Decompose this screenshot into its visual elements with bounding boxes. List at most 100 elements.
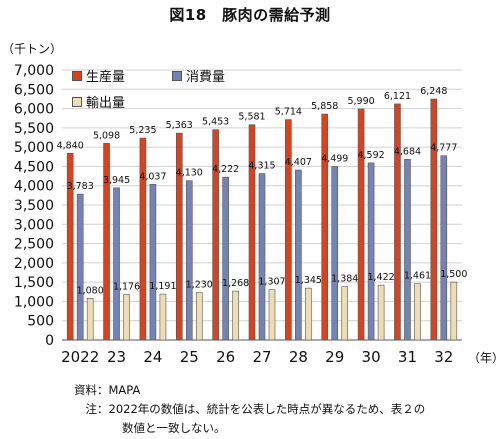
y-tick-label: 3,500 <box>14 198 54 214</box>
legend-production: 生産量 <box>72 66 125 85</box>
legend-label-production: 生産量 <box>86 70 126 85</box>
legend-swatch-consumption <box>172 70 182 81</box>
legend-label-consumption: 消費量 <box>186 70 226 85</box>
bar-export <box>341 286 349 341</box>
data-label-consumption: 4,222 <box>212 164 239 175</box>
data-label-production: 5,098 <box>93 130 120 141</box>
data-label-consumption: 4,777 <box>430 143 457 154</box>
bar-export <box>159 293 167 341</box>
bar-production <box>66 153 74 341</box>
y-axis-unit: （千トン） <box>2 42 63 56</box>
data-label-production: 6,121 <box>384 91 411 102</box>
note-source: 資料： MAPA <box>74 381 425 400</box>
legend-swatch-production <box>72 70 82 81</box>
y-tick-label: 2,000 <box>14 256 54 272</box>
data-label-export: 1,345 <box>295 275 322 286</box>
bar-consumption <box>440 155 448 341</box>
y-tick-label: 1,500 <box>14 275 54 291</box>
bar-production <box>212 129 219 341</box>
data-label-production: 6,248 <box>420 86 447 97</box>
bar-production <box>321 113 329 341</box>
note-remark-continued: 数値と一致しない。 <box>74 419 425 438</box>
bar-consumption <box>113 187 120 341</box>
data-label-consumption: 4,592 <box>357 150 384 161</box>
y-tick-label: 5,500 <box>14 121 54 137</box>
x-tick-label: 25 <box>180 348 199 366</box>
bar-consumption <box>404 159 411 341</box>
bar-consumption <box>367 162 375 341</box>
chart-notes: 資料： MAPA 注： 2022年の数値は、統計を公表した時点が異なるため、表２… <box>74 381 425 438</box>
x-tick-label: 27 <box>252 348 271 366</box>
data-label-production: 5,858 <box>311 101 338 112</box>
x-tick-label: 32 <box>434 348 453 366</box>
note-remark: 注： 2022年の数値は、統計を公表した時点が異なるため、表２の <box>74 400 425 419</box>
note-source-label: 資料： <box>74 383 109 397</box>
bar-production <box>248 124 256 341</box>
data-label-export: 1,191 <box>149 281 176 292</box>
data-label-production: 4,840 <box>57 140 84 151</box>
data-label-consumption: 4,499 <box>321 153 348 164</box>
x-tick-label: 24 <box>143 348 162 366</box>
bar-production <box>285 119 292 341</box>
bar-export <box>305 287 312 341</box>
y-tick-label: 4,500 <box>14 159 54 175</box>
data-label-export: 1,461 <box>404 271 431 282</box>
legend-swatch-export <box>72 96 82 107</box>
y-tick-label: 5,000 <box>14 140 54 156</box>
bar-export <box>195 292 203 341</box>
bar-consumption <box>222 176 229 341</box>
bar-consumption <box>331 166 339 341</box>
data-label-export: 1,307 <box>258 277 285 288</box>
x-tick-label: 28 <box>289 348 308 366</box>
bar-export <box>232 290 239 341</box>
x-tick-label: 23 <box>107 348 126 366</box>
data-label-production: 5,363 <box>166 120 193 131</box>
y-tick-label: 7,000 <box>14 63 54 79</box>
y-tick-label: 6,500 <box>14 82 54 98</box>
data-label-export: 1,230 <box>186 280 213 291</box>
note-source-text: MAPA <box>108 383 141 397</box>
x-tick-label: 29 <box>325 348 344 366</box>
bar-consumption <box>76 193 84 341</box>
y-tick-label: 0 <box>45 333 54 349</box>
bar-production <box>394 103 401 341</box>
bar-consumption <box>149 183 157 341</box>
x-tick-label: 2022 <box>61 348 99 366</box>
bar-consumption <box>185 180 193 341</box>
data-label-consumption: 4,407 <box>285 157 312 168</box>
legend-export: 輸出量 <box>72 92 125 111</box>
y-tick-label: 3,000 <box>14 217 54 233</box>
data-label-export: 1,268 <box>222 278 249 289</box>
data-label-export: 1,500 <box>440 269 467 280</box>
data-label-consumption: 4,315 <box>248 161 275 172</box>
x-tick-label: 31 <box>398 348 417 366</box>
bar-consumption <box>258 173 266 341</box>
chart-title: 図18 豚肉の需給予測 <box>169 6 331 24</box>
bar-export <box>450 281 458 341</box>
y-tick-label: 500 <box>27 314 54 330</box>
bar-export <box>123 294 130 341</box>
data-label-production: 5,990 <box>347 96 374 107</box>
bar-production <box>175 132 183 341</box>
data-label-production: 5,235 <box>129 125 156 136</box>
data-label-consumption: 3,783 <box>67 181 94 192</box>
legend-label-export: 輸出量 <box>86 96 126 111</box>
bar-consumption <box>295 169 302 341</box>
y-tick-label: 1,000 <box>14 294 54 310</box>
bar-export <box>414 283 421 341</box>
data-label-export: 1,384 <box>331 274 358 285</box>
data-label-export: 1,080 <box>77 285 104 296</box>
y-tick-label: 2,500 <box>14 237 54 253</box>
bar-production <box>103 143 110 341</box>
data-label-consumption: 4,130 <box>176 168 203 179</box>
bar-export <box>86 298 94 341</box>
bar-production <box>357 108 365 341</box>
bar-production <box>430 98 438 341</box>
y-tick-label: 4,000 <box>14 179 54 195</box>
bar-production <box>139 137 147 341</box>
y-tick-label: 6,000 <box>14 102 54 118</box>
legend-consumption: 消費量 <box>172 66 225 85</box>
data-label-consumption: 4,037 <box>139 171 166 182</box>
data-label-consumption: 4,684 <box>394 146 421 157</box>
bar-chart: 0 500 1,000 1,500 2,000 2,500 3,000 3,500 4,000 4… <box>14 63 468 366</box>
